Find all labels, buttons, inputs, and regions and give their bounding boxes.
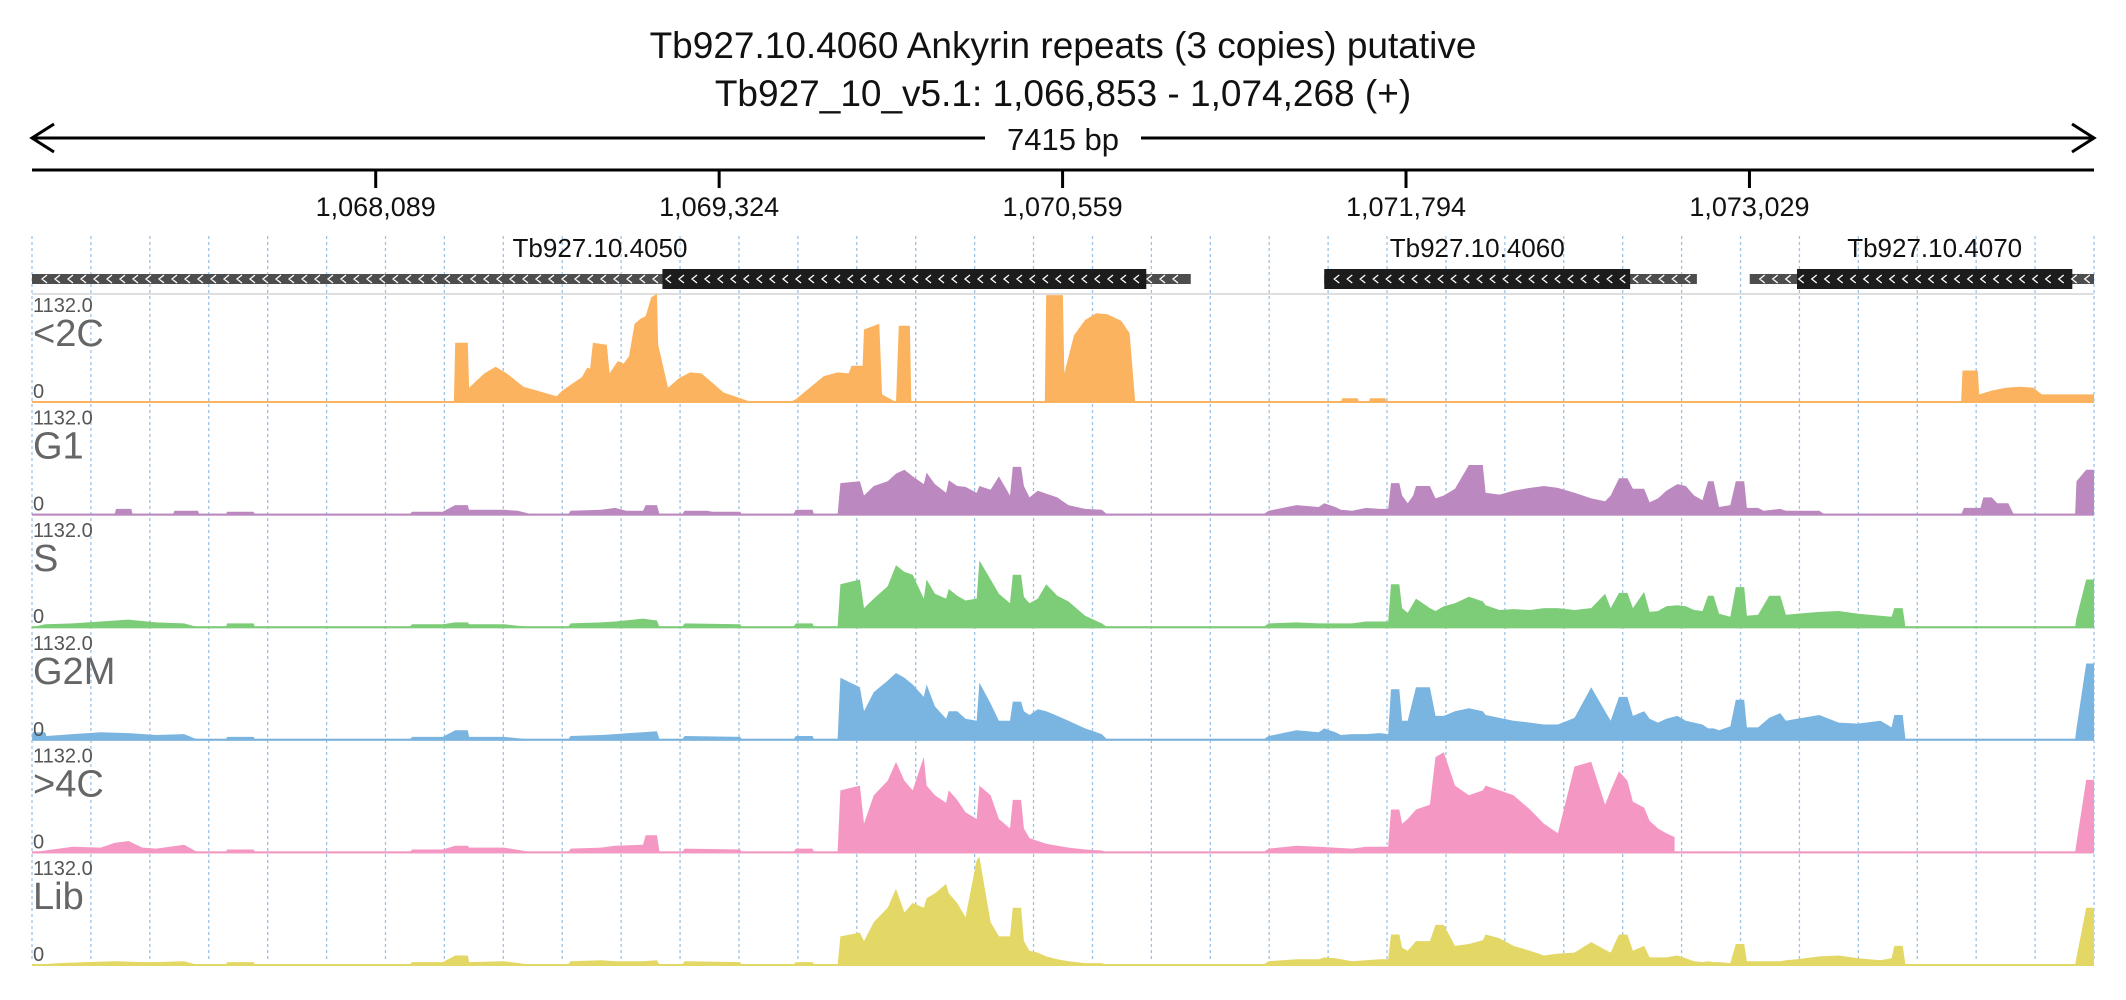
axis-tick-label: 1,069,324: [659, 192, 779, 222]
track-min-label: 0: [33, 606, 44, 628]
track-min-label: 0: [33, 831, 44, 853]
track-name-label: G1: [33, 426, 84, 468]
axis-tick-label: 1,068,089: [316, 192, 436, 222]
track-min-label: 0: [33, 944, 44, 966]
track-name-label: S: [33, 538, 58, 580]
track-max-label: 1132.0: [33, 858, 93, 880]
span-arrow-right: [2071, 122, 2097, 154]
coverage-area: [32, 294, 2094, 402]
track-4c: 1132.0>4C 0: [32, 745, 2094, 854]
strand-arrows: [40, 274, 1179, 284]
gene-cds-box: [1797, 269, 2073, 289]
coverage-area: [32, 663, 2094, 740]
span-label: 7415 bp: [1007, 122, 1119, 157]
track-name-label: <2C: [33, 313, 104, 355]
track-s: 1132.0S 0: [32, 520, 2094, 629]
span-arrow-left: [29, 122, 55, 154]
track-g1: 1132.0G1 0: [32, 408, 2094, 516]
chart-subtitle: Tb927_10_v5.1: 1,066,853 - 1,074,268 (+): [714, 73, 1412, 114]
gene-label: Tb927.10.4070: [1847, 233, 2022, 263]
track-min-label: 0: [33, 381, 44, 403]
track-max-label: 1132.0: [33, 745, 93, 767]
span-label-bg: [985, 118, 1141, 158]
strand-arrows: [1758, 274, 2091, 284]
strand-arrows: [1333, 274, 1691, 284]
track-max-label: 1132.0: [33, 408, 93, 430]
track-min-label: 0: [33, 719, 44, 741]
track-name-label: Lib: [33, 876, 84, 918]
track-max-label: 1132.0: [33, 633, 93, 655]
axis-tick-label: 1,073,029: [1689, 192, 1809, 222]
track-max-label: 1132.0: [33, 520, 93, 542]
chart-title: Tb927.10.4060 Ankyrin repeats (3 copies)…: [649, 25, 1477, 66]
coverage-area: [32, 465, 2094, 515]
gene-track: Tb927.10.4050 Tb927.10.4060 Tb927.10.4070: [32, 233, 2094, 289]
gene-label: Tb927.10.4050: [513, 233, 688, 263]
ruler-ticks: 1,068,089 1,069,324 1,070,559 1,071,794 1,07…: [316, 170, 1810, 222]
axis-tick-label: 1,071,794: [1346, 192, 1466, 222]
coverage-area: [32, 560, 2094, 628]
track-2c: 1132.0<2C 0: [32, 293, 2094, 403]
gene-utr-bar: [32, 274, 1191, 284]
coverage-area: [32, 752, 2094, 853]
track-name-label: >4C: [33, 763, 104, 805]
gene-cds-box: [662, 269, 1147, 289]
track-min-label: 0: [33, 494, 44, 516]
coverage-area: [32, 857, 2094, 965]
gene-label: Tb927.10.4060: [1390, 233, 1565, 263]
track-max-label: 1132.0: [33, 295, 93, 317]
axis-tick-label: 1,070,559: [1003, 192, 1123, 222]
track-name-label: G2M: [33, 651, 115, 693]
coverage-tracks: 1132.0<2C01132.0G101132.0S01132.0G2M0113…: [32, 293, 2094, 966]
span-indicator: 7415 bp: [29, 118, 2097, 158]
